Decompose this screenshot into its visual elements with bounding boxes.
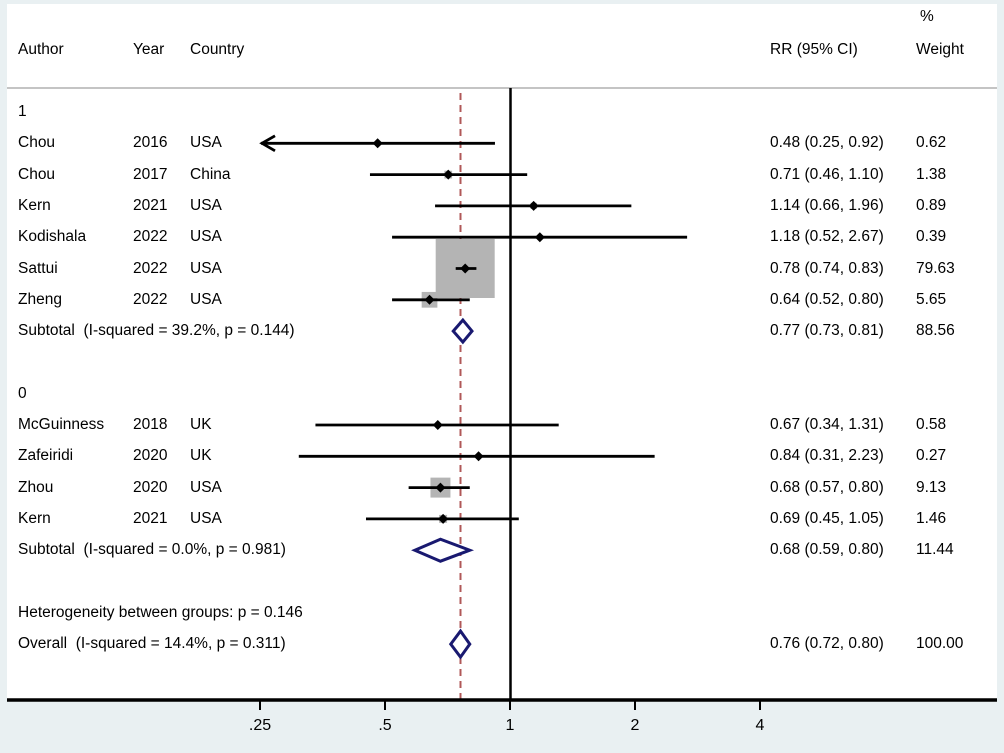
study-author: Kern: [18, 509, 51, 527]
study-rr-ci: 0.78 (0.74, 0.83): [770, 259, 884, 277]
point-estimate-marker: [473, 451, 484, 462]
subtotal-rr-ci: 0.77 (0.73, 0.81): [770, 322, 884, 340]
study-weight: 9.13: [916, 478, 947, 496]
study-country: USA: [190, 478, 222, 496]
study-year: 2022: [133, 228, 168, 246]
study-year: 2021: [133, 196, 168, 214]
x-axis-tick-label: 4: [755, 717, 765, 734]
point-estimate-marker: [424, 294, 435, 305]
subtotal-diamond: [411, 537, 475, 563]
study-author: Zafeiridi: [18, 447, 74, 465]
study-weight: 1.46: [916, 509, 947, 527]
point-estimate-marker: [528, 200, 539, 211]
study-weight: 0.89: [916, 196, 947, 214]
study-rr-ci: 0.68 (0.57, 0.80): [770, 478, 884, 496]
study-author: Kodishala: [18, 228, 87, 246]
study-country: USA: [190, 290, 222, 308]
study-author: McGuinness: [18, 416, 105, 433]
point-estimate-marker: [443, 169, 454, 180]
study-year: 2017: [133, 165, 168, 183]
study-author: Zheng: [18, 290, 62, 308]
ci-clipped-left-arrow-icon: [259, 134, 276, 153]
study-weight: 0.58: [916, 416, 947, 433]
overall-label: Overall (I-squared = 14.4%, p = 0.311): [18, 635, 286, 653]
study-weight: 0.27: [916, 447, 947, 465]
study-rr-ci: 0.48 (0.25, 0.92): [770, 134, 884, 152]
subtotal-rr-ci: 0.68 (0.59, 0.80): [770, 541, 884, 559]
study-year: 2020: [133, 447, 168, 465]
subtotal-weight: 88.56: [916, 322, 955, 340]
study-country: USA: [190, 228, 222, 246]
study-author: Zhou: [18, 478, 54, 496]
point-estimate-marker: [534, 232, 545, 243]
point-estimate-marker: [438, 513, 449, 524]
x-axis-tick-label: .25: [248, 717, 272, 734]
study-country: USA: [190, 259, 222, 277]
x-axis-tick-label: .5: [378, 717, 392, 734]
study-country: USA: [190, 196, 222, 214]
study-rr-ci: 0.67 (0.34, 1.31): [770, 416, 884, 433]
study-rr-ci: 0.69 (0.45, 1.05): [770, 509, 884, 527]
study-country: UK: [190, 447, 212, 465]
study-weight: 5.65: [916, 290, 947, 308]
study-year: 2022: [133, 290, 168, 308]
overall-rr-ci: 0.76 (0.72, 0.80): [770, 635, 884, 653]
header-percent-sign: %: [920, 8, 934, 25]
header-rr-ci: RR (95% CI): [770, 41, 858, 58]
study-year: 2022: [133, 259, 168, 277]
overall-weight: 100.00: [916, 635, 964, 653]
point-estimate-marker: [435, 482, 446, 493]
study-country: USA: [190, 509, 222, 527]
point-estimate-marker: [372, 138, 383, 149]
heterogeneity-note: Heterogeneity between groups: p = 0.146: [18, 603, 303, 621]
x-axis-tick-label: 2: [630, 717, 640, 734]
subtotal-weight: 11.44: [916, 541, 954, 559]
group-label: 0: [18, 384, 27, 402]
study-country: UK: [190, 416, 212, 433]
study-country: China: [190, 165, 231, 183]
study-rr-ci: 0.71 (0.46, 1.10): [770, 165, 884, 183]
study-weight: 79.63: [916, 259, 955, 277]
subtotal-label: Subtotal (I-squared = 39.2%, p = 0.144): [18, 322, 295, 340]
study-weight: 0.62: [916, 134, 947, 152]
header-author: Author: [18, 41, 64, 58]
point-estimate-marker: [460, 263, 471, 274]
subtotal-label: Subtotal (I-squared = 0.0%, p = 0.981): [18, 541, 286, 559]
study-year: 2018: [133, 416, 168, 433]
point-estimate-marker: [432, 420, 443, 430]
overall-diamond: [448, 628, 472, 660]
study-author: Kern: [18, 196, 51, 214]
x-axis-tick-label: 1: [505, 717, 515, 734]
plot-background: [7, 4, 997, 700]
study-year: 2021: [133, 509, 168, 527]
study-country: USA: [190, 134, 222, 152]
header-weight: Weight: [916, 41, 964, 58]
study-year: 2020: [133, 478, 168, 496]
group-label: 1: [18, 103, 27, 120]
study-weight: 1.38: [916, 165, 947, 183]
study-author: Chou: [18, 134, 56, 152]
header-year: Year: [133, 41, 165, 58]
study-rr-ci: 0.64 (0.52, 0.80): [770, 290, 884, 308]
study-rr-ci: 0.84 (0.31, 2.23): [770, 447, 884, 465]
study-author: Chou: [18, 165, 56, 183]
header-country: Country: [190, 41, 245, 58]
study-rr-ci: 1.14 (0.66, 1.96): [770, 196, 884, 214]
study-rr-ci: 1.18 (0.52, 2.67): [770, 228, 884, 246]
subtotal-diamond: [451, 317, 474, 345]
study-author: Sattui: [18, 259, 58, 277]
study-weight: 0.39: [916, 228, 947, 246]
study-year: 2016: [133, 134, 168, 152]
